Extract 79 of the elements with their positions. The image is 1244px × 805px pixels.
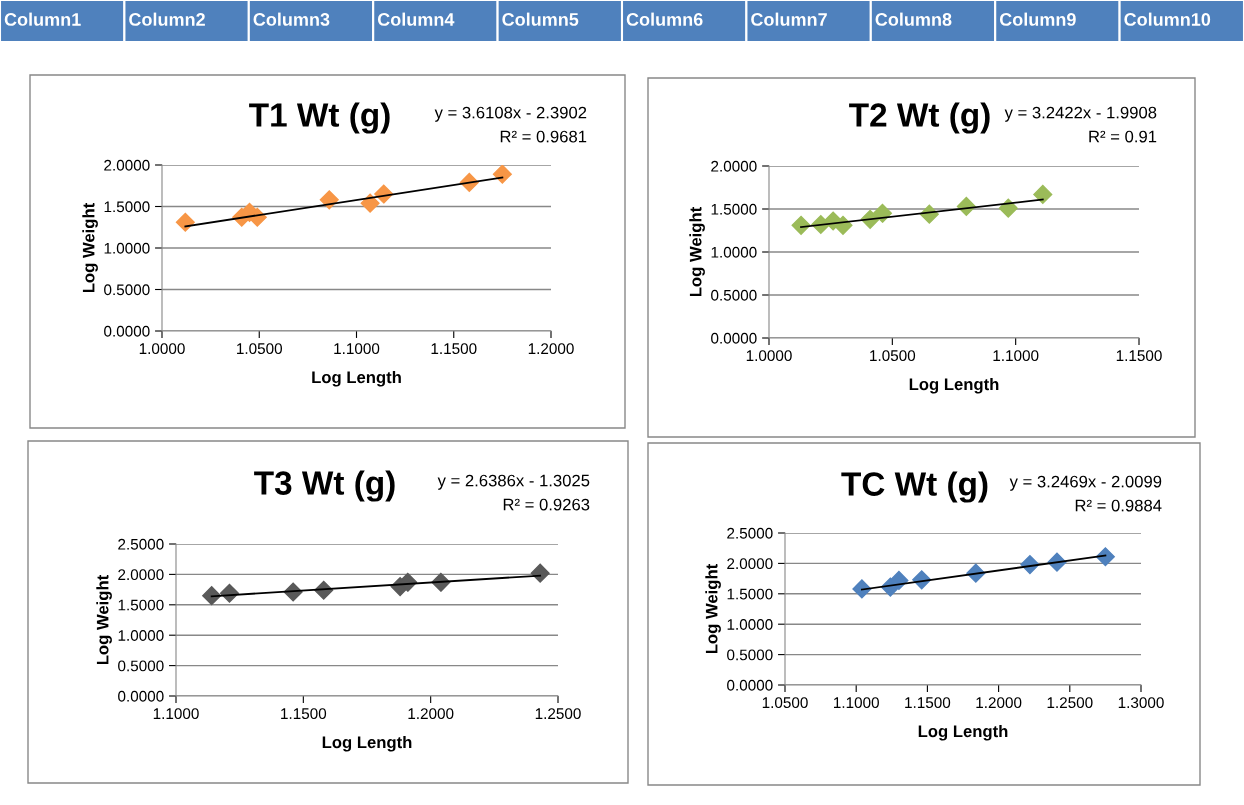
x-tick-label: 1.2500: [535, 708, 581, 720]
y-tick-label: 2.0000: [118, 569, 164, 581]
y-tick-label: 1.5000: [727, 588, 773, 600]
y-tick-label: 1.0000: [727, 619, 773, 630]
y-tick-label: 0.5000: [711, 289, 757, 301]
chart-title: T3 Wt (g): [254, 470, 395, 502]
x-tick-label: 1.1500: [281, 708, 327, 720]
x-tick-label: 1.0500: [870, 350, 916, 362]
x-tick-label: 1.0000: [139, 343, 185, 355]
x-axis-title: Log Length: [322, 735, 412, 752]
x-tick-label: 1.0000: [746, 350, 792, 362]
y-tick-label: 0.5000: [104, 284, 150, 296]
point: [360, 193, 380, 213]
text: R² = 0.91: [1089, 130, 1157, 143]
y-tick-label: 2.0000: [104, 159, 150, 171]
x-tick-label: 1.3000: [1118, 697, 1164, 709]
y-tick-label: 1.5000: [118, 599, 164, 611]
text: R² = 0.9884: [1075, 499, 1162, 512]
text: Column7: [751, 12, 827, 26]
y-axis-title: Log Weight: [689, 206, 705, 297]
text: y = 3.2469x - 2.0099: [1009, 475, 1162, 491]
x-tick-label: 1.1500: [431, 343, 477, 355]
text: R² = 0.9681: [500, 130, 587, 143]
chart-title: TC Wt (g): [841, 471, 988, 503]
x-tick-label: 1.0500: [762, 697, 808, 709]
chart-title: T1 Wt (g): [249, 102, 390, 134]
x-tick-label: 1.1000: [993, 350, 1039, 362]
text: y = 2.6386x - 1.3025: [437, 474, 590, 490]
text: Column10: [1124, 12, 1211, 26]
text: Column2: [129, 12, 205, 26]
point: [530, 563, 550, 583]
y-tick-label: 1.0000: [711, 246, 757, 258]
text: Column8: [875, 12, 952, 26]
point: [791, 215, 811, 235]
y-axis-title: Log Weight: [82, 202, 98, 293]
text: Column6: [626, 12, 703, 26]
x-tick-label: 1.1500: [905, 697, 951, 709]
text: R² = 0.9263: [503, 498, 590, 511]
text: Column4: [377, 12, 455, 26]
x-tick-label: 1.1000: [153, 708, 199, 720]
y-tick-label: 0.0000: [711, 332, 757, 344]
x-tick-label: 1.2000: [408, 708, 454, 720]
x-tick-label: 1.2000: [528, 343, 574, 355]
text: y = 3.2422x - 1.9908: [1004, 106, 1157, 122]
point: [175, 212, 195, 232]
text: y = 3.6108x - 2.3902: [434, 106, 587, 122]
x-axis-title: Log Length: [312, 370, 401, 387]
y-tick-label: 2.0000: [727, 558, 773, 570]
y-tick-label: 0.0000: [104, 325, 150, 337]
text: Column5: [502, 12, 579, 26]
x-tick-label: 1.2000: [976, 697, 1022, 709]
y-tick-label: 2.0000: [711, 160, 757, 172]
x-tick-label: 1.1500: [1116, 350, 1162, 362]
x-tick-label: 1.1000: [834, 697, 879, 709]
x-tick-label: 1.0500: [237, 343, 283, 355]
chart-title: T2 Wt (g): [849, 102, 990, 134]
x-axis-title: Log Length: [918, 724, 1008, 741]
y-axis-title: Log Weight: [705, 563, 721, 654]
y-tick-label: 1.0000: [104, 242, 150, 254]
y-tick-label: 2.5000: [727, 527, 773, 539]
y-axis-title: Log Weight: [96, 574, 112, 665]
x-axis-title: Log Length: [909, 377, 999, 394]
point: [889, 570, 909, 590]
y-tick-label: 2.5000: [118, 538, 164, 550]
x-tick-label: 1.1000: [334, 343, 380, 355]
text: Column1: [4, 12, 81, 26]
y-tick-label: 0.5000: [118, 660, 164, 672]
text: Column9: [999, 12, 1076, 26]
text: Column3: [253, 12, 330, 26]
y-tick-label: 1.0000: [118, 630, 164, 641]
y-tick-label: 0.0000: [118, 690, 164, 702]
point: [1033, 184, 1053, 204]
x-tick-label: 1.2500: [1047, 697, 1093, 709]
y-tick-label: 1.5000: [104, 201, 150, 213]
y-tick-label: 0.5000: [727, 649, 773, 661]
y-tick-label: 0.0000: [727, 679, 773, 691]
y-tick-label: 1.5000: [711, 203, 757, 215]
point: [492, 165, 512, 184]
point: [852, 579, 872, 599]
